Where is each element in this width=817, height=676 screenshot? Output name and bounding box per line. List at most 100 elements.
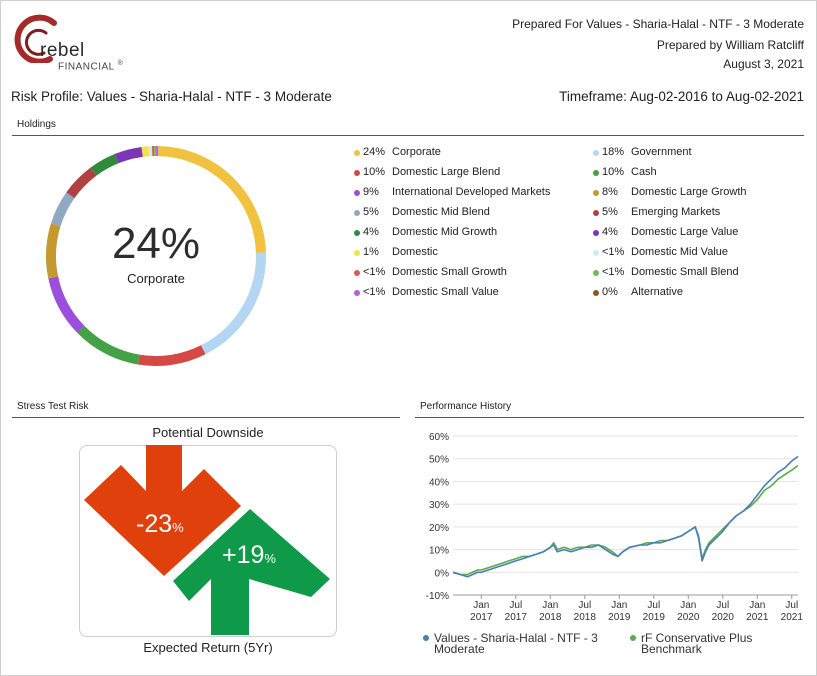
prepared-by: Prepared by William Ratcliff: [656, 38, 804, 52]
donut-slice: [48, 276, 85, 333]
x-tick-label: 2019: [643, 612, 666, 623]
x-tick-label: Jan: [749, 600, 765, 611]
legend-name: Alternative: [631, 286, 683, 298]
legend-name: Corporate: [392, 146, 441, 158]
x-tick-label: Jan: [542, 600, 558, 611]
x-tick-label: 2017: [470, 612, 493, 623]
legend-dot: [354, 210, 360, 216]
donut-slice: [77, 325, 140, 365]
legend-pct: 18%: [602, 146, 625, 158]
report-date: August 3, 2021: [723, 57, 804, 71]
x-tick-label: Jul: [716, 600, 729, 611]
x-tick-label: 2017: [505, 612, 528, 623]
legend-dot: [354, 190, 360, 196]
x-tick-label: 2019: [608, 612, 631, 623]
series-2-legend-line1: rF Conservative Plus: [641, 631, 753, 645]
x-tick-label: 2018: [574, 612, 597, 623]
legend-pct: 10%: [363, 166, 386, 178]
stress-arrows: [84, 445, 330, 635]
donut-slice: [66, 167, 97, 199]
legend-dot: [593, 190, 599, 196]
legend-name: Government: [631, 146, 692, 158]
legend-pct: 0%: [602, 286, 618, 298]
legend-dot: [593, 250, 599, 256]
donut-slice: [50, 192, 75, 227]
series-2-legend-dot: [630, 635, 636, 641]
donut-slice: [141, 146, 150, 157]
potential-downside-title: Potential Downside: [152, 425, 264, 440]
legend-pct: <1%: [363, 286, 386, 298]
x-tick-label: Jan: [680, 600, 696, 611]
legend-name: Cash: [631, 166, 657, 178]
downside-arrow-icon: [84, 445, 241, 576]
legend-pct: 4%: [602, 226, 618, 238]
legend-pct: 5%: [363, 206, 379, 218]
legend-name: Domestic Mid Value: [631, 246, 728, 258]
legend-pct: <1%: [602, 266, 625, 278]
series-1-legend-line1: Values - Sharia-Halal - NTF - 3: [434, 631, 598, 645]
prepared-for: Prepared For Values - Sharia-Halal - NTF…: [512, 17, 804, 31]
donut-center: 24% Corporate: [40, 219, 272, 287]
upside-arrow-icon: [173, 509, 330, 635]
legend-pct: 8%: [602, 186, 618, 198]
perf-legend-series-1: Values - Sharia-Halal - NTF - 3 Moderate: [423, 632, 623, 656]
stress-divider: [12, 417, 400, 418]
series-1-legend-line2: Moderate: [434, 642, 485, 656]
logo-swirl-icon: [14, 14, 57, 63]
legend-name: Domestic Small Growth: [392, 266, 507, 278]
stress-section-title: Stress Test Risk: [17, 401, 89, 412]
x-tick-label: 2018: [539, 612, 562, 623]
x-tick-label: 2020: [677, 612, 700, 623]
stress-test-box: [79, 445, 337, 637]
timeframe: Timeframe: Aug-02-2016 to Aug-02-2021: [559, 89, 804, 104]
legend-name: Domestic Large Growth: [631, 186, 747, 198]
legend-dot: [593, 230, 599, 236]
legend-name: Domestic Mid Growth: [392, 226, 498, 238]
legend-dot: [593, 150, 599, 156]
x-tick-label: 2021: [746, 612, 769, 623]
legend-pct: <1%: [602, 246, 625, 258]
y-tick-label: 20%: [429, 523, 449, 534]
holdings-legend: 24% Corporate 18% Government 10% Domestic Lar…: [354, 146, 794, 306]
holdings-divider: [12, 135, 804, 136]
series-1-legend-dot: [423, 635, 429, 641]
legend-dot: [354, 270, 360, 276]
donut-slice: [200, 252, 266, 355]
x-tick-label: 2020: [712, 612, 735, 623]
legend-pct: 4%: [363, 226, 379, 238]
logo-text: rebel: [40, 40, 85, 61]
x-tick-label: Jul: [509, 600, 522, 611]
legend-name: Emerging Markets: [631, 206, 721, 218]
legend-pct: 1%: [363, 246, 379, 258]
legend-name: Domestic Large Value: [631, 226, 739, 238]
holdings-section-title: Holdings: [17, 119, 56, 130]
performance-divider: [415, 417, 804, 418]
upside-value: +19%: [222, 541, 276, 569]
legend-dot: [593, 270, 599, 276]
donut-slice: [90, 154, 119, 176]
legend-name: Domestic Small Blend: [631, 266, 739, 278]
legend-name: Domestic Mid Blend: [392, 206, 490, 218]
legend-dot: [593, 290, 599, 296]
logo-subtext: FINANCIAL ®: [58, 60, 124, 73]
performance-section-title: Performance History: [420, 401, 512, 412]
holdings-donut-chart: [46, 146, 266, 366]
performance-line-chart: -10%0%10%20%30%40%50%60%Jan2017Jul2017Ja…: [426, 432, 804, 623]
donut-slice: [114, 146, 143, 164]
x-tick-label: Jan: [473, 600, 489, 611]
legend-dot: [354, 150, 360, 156]
legend-dot: [354, 290, 360, 296]
y-tick-label: 10%: [429, 546, 449, 557]
x-tick-label: Jan: [611, 600, 627, 611]
donut-center-pct: 24%: [111, 219, 201, 268]
y-tick-label: 60%: [429, 432, 449, 443]
rebel-financial-logo: rebel FINANCIAL ®: [14, 13, 144, 73]
legend-pct: 24%: [363, 146, 386, 158]
legend-pct: <1%: [363, 266, 386, 278]
perf-legend-series-2: rF Conservative Plus Benchmark: [630, 632, 800, 656]
donut-slice: [157, 146, 266, 253]
y-tick-label: 40%: [429, 477, 449, 488]
donut-center-label: Corporate: [127, 271, 185, 286]
x-tick-label: 2021: [781, 612, 804, 623]
y-tick-label: 30%: [429, 500, 449, 511]
